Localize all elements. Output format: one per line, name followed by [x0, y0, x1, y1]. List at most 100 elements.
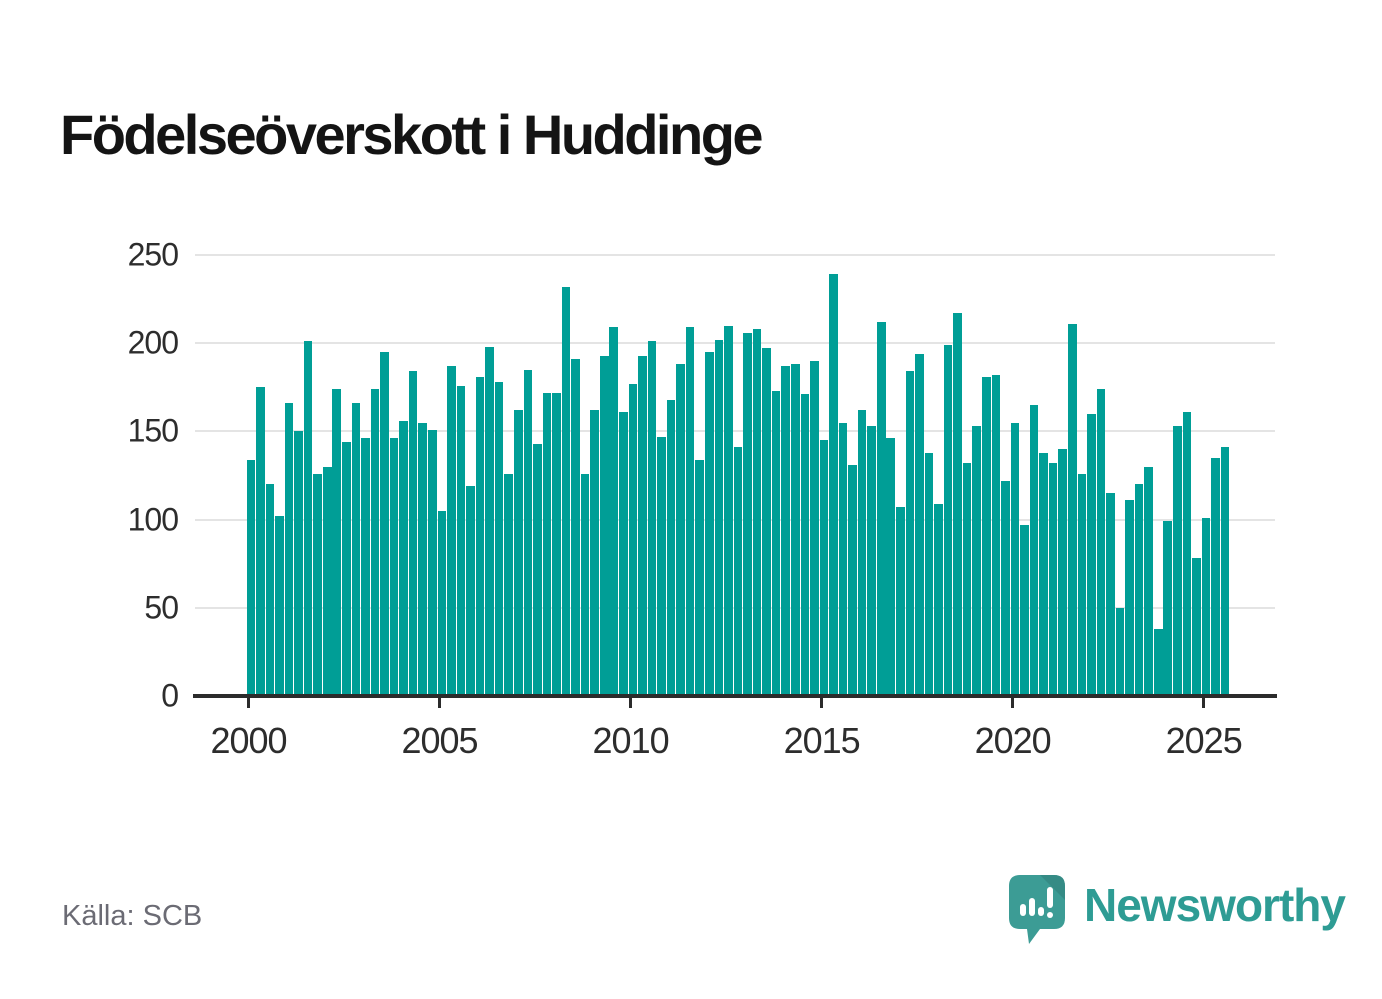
bar [284, 403, 294, 696]
bar [408, 371, 418, 696]
gridline-200 [195, 342, 1275, 345]
bar [256, 387, 265, 696]
bar [609, 327, 619, 696]
x-tick [1010, 698, 1014, 708]
bar [1096, 389, 1106, 696]
x-tick [628, 698, 632, 708]
newsworthy-wordmark: Newsworthy [1084, 879, 1346, 931]
bar [590, 410, 599, 696]
newsworthy-branding: Newsworthy [1008, 874, 1346, 954]
x-tick-label: 2005 [401, 720, 478, 761]
bar [953, 313, 962, 696]
bar [275, 516, 284, 696]
bar [915, 353, 924, 696]
bar [857, 410, 867, 696]
bar [876, 322, 886, 696]
bar [313, 473, 322, 696]
bar [628, 383, 638, 696]
bar [265, 484, 275, 696]
bar [943, 344, 953, 696]
bar [991, 374, 1001, 696]
bar [361, 438, 370, 696]
bar [1182, 411, 1192, 696]
bar [724, 325, 733, 696]
bar [1153, 628, 1163, 696]
bar [619, 411, 628, 696]
bar [647, 341, 657, 696]
bar [494, 382, 504, 696]
bar [896, 507, 905, 696]
bar [1106, 493, 1115, 696]
bar [437, 510, 447, 696]
bar [1115, 607, 1125, 696]
bar [571, 359, 580, 696]
bar [838, 422, 848, 696]
bar [351, 403, 361, 696]
x-tick-label: 2025 [1165, 720, 1243, 761]
bar [972, 426, 982, 696]
x-tick-label: 2010 [592, 720, 670, 761]
bar [781, 366, 790, 696]
bar [580, 473, 590, 696]
bar [504, 473, 513, 696]
y-tick-label: 50 [144, 589, 179, 626]
bar [848, 464, 857, 696]
y-tick-label: 100 [127, 501, 179, 538]
bar [1067, 323, 1077, 696]
bar [1125, 500, 1134, 696]
bar [513, 410, 523, 696]
bar [552, 392, 561, 696]
bar [399, 420, 408, 696]
bar [427, 429, 437, 696]
bar [638, 355, 647, 696]
bar [1134, 484, 1144, 696]
bar [561, 286, 571, 696]
bar [800, 394, 810, 696]
bar [485, 346, 494, 696]
bar [762, 348, 771, 696]
x-tick [819, 698, 823, 708]
bar [303, 341, 313, 696]
bar [704, 352, 714, 696]
bar [790, 364, 800, 696]
bar [752, 329, 762, 696]
bar [886, 438, 896, 696]
bar [867, 426, 876, 696]
bar [542, 392, 552, 696]
bar [1087, 413, 1096, 696]
bar [1039, 452, 1048, 696]
bar [1058, 449, 1067, 696]
bar [810, 360, 819, 696]
source-label: Källa: SCB [62, 900, 203, 932]
x-tick-label: 2020 [974, 720, 1052, 761]
x-axis-line [193, 694, 1277, 698]
page-title: Födelseöverskott i Huddinge [60, 102, 764, 166]
y-tick-label: 200 [127, 324, 179, 361]
bar [685, 327, 695, 696]
bar [676, 364, 685, 696]
bar [666, 399, 676, 696]
bar [380, 352, 389, 696]
x-tick [1201, 698, 1205, 708]
bar [1220, 447, 1230, 696]
bar [322, 466, 332, 696]
bar [905, 371, 915, 696]
newsworthy-logo-icon [1009, 875, 1065, 944]
y-tick-label: 150 [127, 412, 179, 449]
y-tick-label: 250 [127, 236, 179, 273]
bar [1048, 463, 1058, 696]
bar [743, 332, 752, 696]
x-tick [437, 698, 441, 708]
bar [1029, 404, 1039, 696]
bar [1010, 422, 1020, 696]
bar [332, 389, 342, 696]
bar [695, 459, 705, 696]
bar [1077, 473, 1087, 696]
bar [246, 459, 256, 696]
bar [599, 355, 609, 696]
bar [447, 366, 456, 696]
bar [456, 385, 466, 696]
bar [466, 486, 475, 696]
bar [657, 436, 666, 696]
